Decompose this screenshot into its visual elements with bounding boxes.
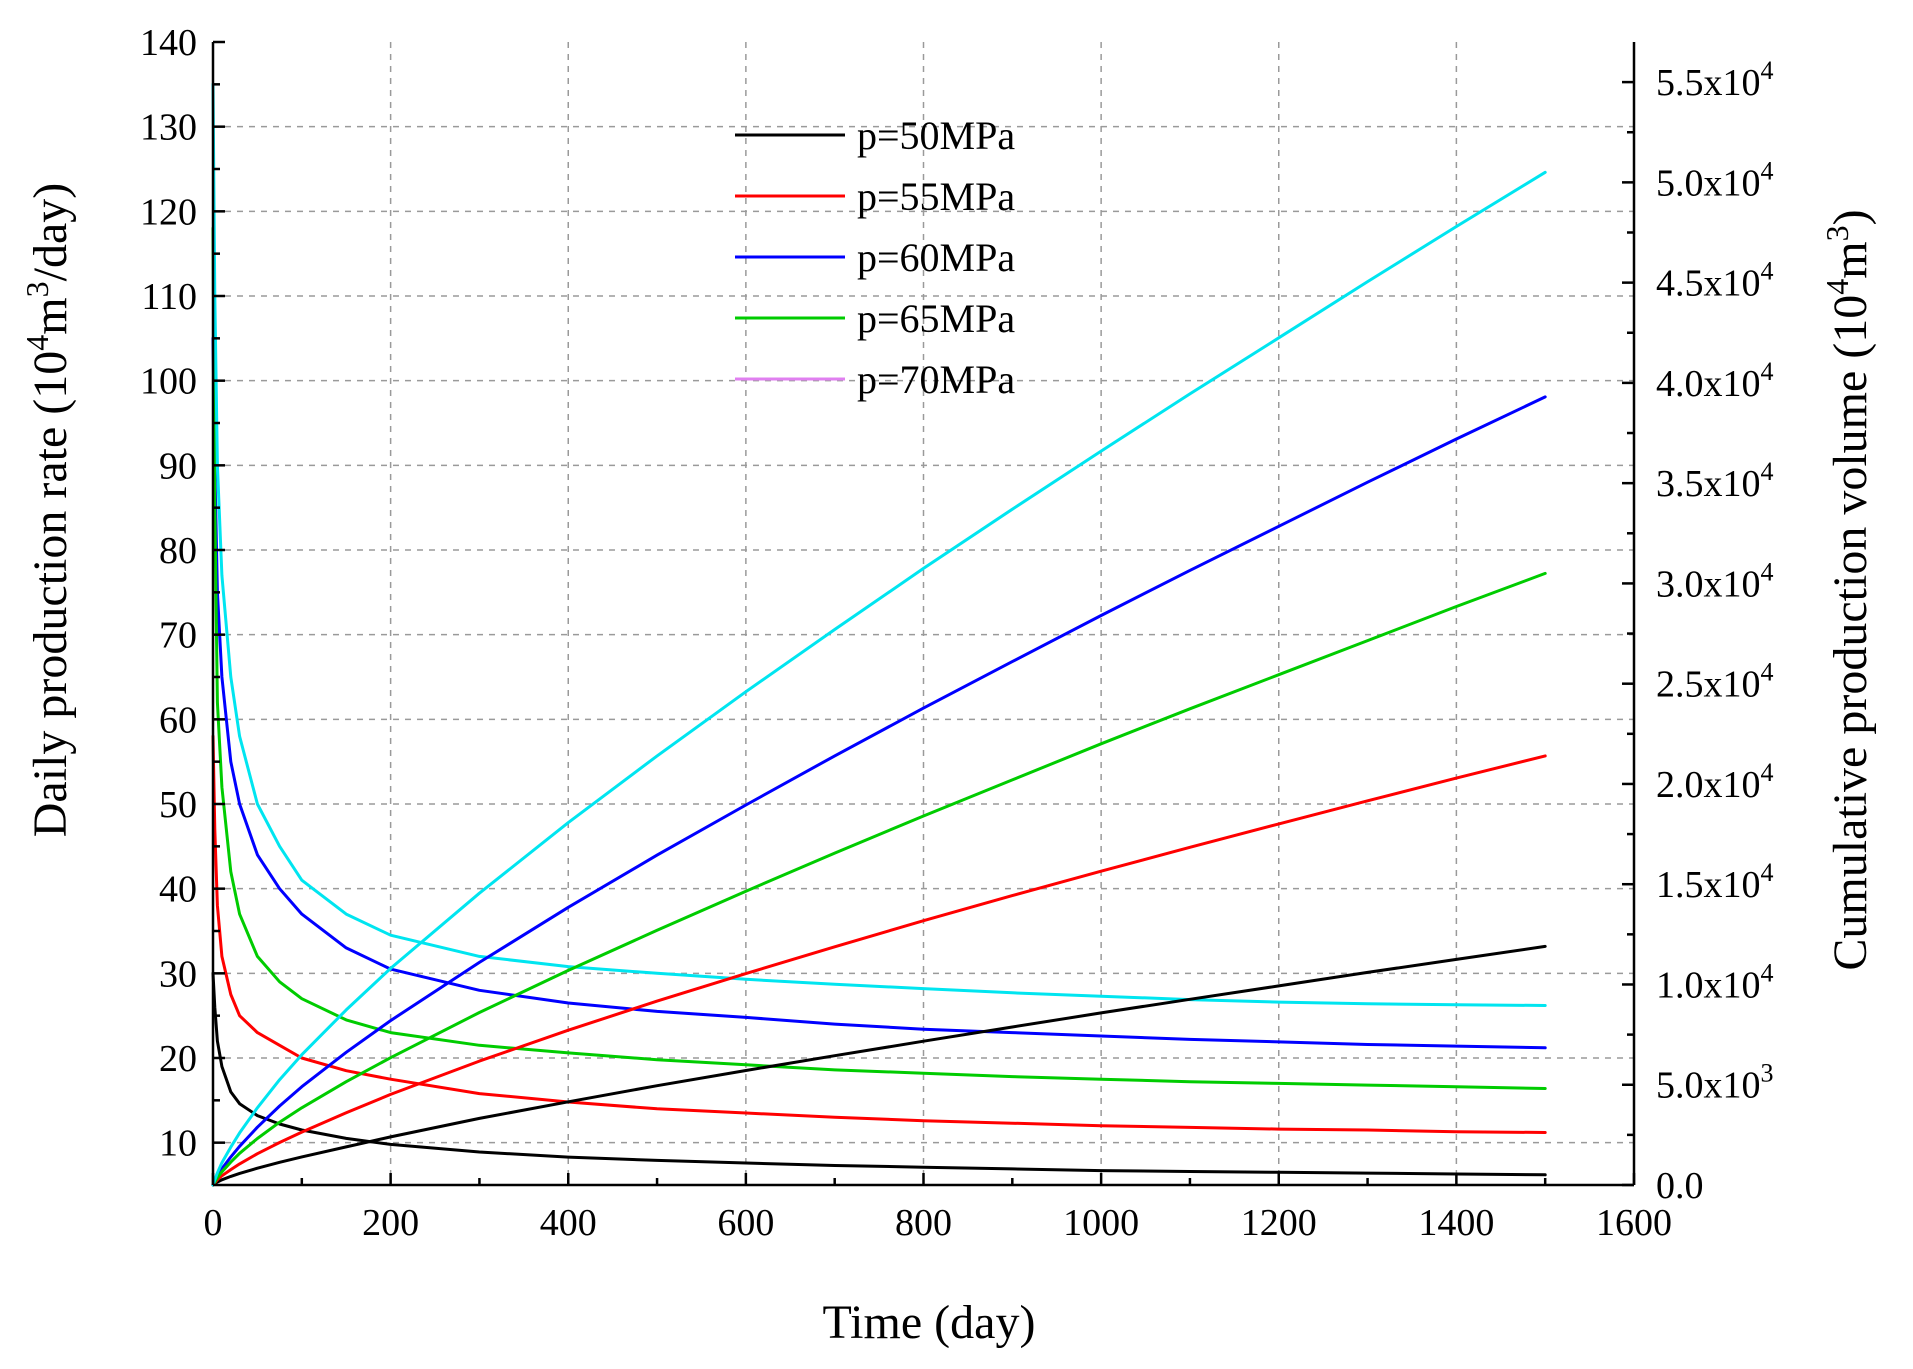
y-right-tick-mantissa: 1.0x10 <box>1656 964 1761 1006</box>
series-line <box>211 170 1547 1187</box>
y-right-tick-mantissa: 4.5x10 <box>1656 263 1761 305</box>
series-line <box>211 754 1547 1187</box>
y-left-tick-label: 90 <box>159 445 197 487</box>
y-right-title-sup: 3 <box>1819 225 1855 241</box>
y-right-tick-label: 2.5x104 <box>1656 658 1774 706</box>
y-left-tick-label: 70 <box>159 615 197 657</box>
legend-label: p=70MPa <box>857 357 1015 402</box>
y-right-tick-mantissa: 4.0x10 <box>1656 363 1761 405</box>
y-right-tick-label: 5.5x104 <box>1656 56 1774 104</box>
legend-label: p=60MPa <box>857 235 1015 280</box>
y-right-tick-label: 4.5x104 <box>1656 257 1774 305</box>
y-left-tick-label: 50 <box>159 784 197 826</box>
y-right-tick-exponent: 4 <box>1761 357 1774 386</box>
y-right-tick-label: 3.0x104 <box>1656 557 1774 605</box>
y-left-tick-label: 120 <box>140 191 197 233</box>
y-right-tick-exponent: 4 <box>1761 56 1774 85</box>
legend-label: p=55MPa <box>857 174 1015 219</box>
y-right-tick-mantissa: 2.0x10 <box>1656 764 1761 806</box>
series-line <box>211 571 1547 1187</box>
y-right-tick-mantissa: 2.5x10 <box>1656 664 1761 706</box>
y-left-tick-label: 10 <box>159 1123 197 1165</box>
y-left-title-part: Daily production rate (10 <box>24 351 77 838</box>
series-lines <box>211 82 1547 1187</box>
y-right-tick-label: 1.5x104 <box>1656 858 1774 906</box>
grid-lines <box>213 42 1634 1185</box>
y-left-tick-label: 30 <box>159 953 197 995</box>
legend: p=50MPa p=55MPa p=60MPa p=65MPa p=70MPa <box>735 113 1015 402</box>
y-right-tick-exponent: 4 <box>1761 858 1774 887</box>
series-line <box>211 395 1547 1187</box>
series-line <box>211 82 1547 1007</box>
y-right-tick-exponent: 3 <box>1761 1059 1774 1088</box>
y-right-title-part: m <box>1824 241 1877 278</box>
series-line <box>211 226 1547 1090</box>
y-right-tick-label: 1.0x104 <box>1656 958 1774 1006</box>
y-left-tick-label: 60 <box>159 699 197 741</box>
y-right-tick-label: 5.0x103 <box>1656 1059 1774 1107</box>
y-right-tick-label: 0.0 <box>1656 1165 1704 1207</box>
y-right-tick-mantissa: 5.0x10 <box>1656 1065 1761 1107</box>
y-right-tick-mantissa: 0.0 <box>1656 1165 1704 1207</box>
y-left-tick-label: 130 <box>140 107 197 149</box>
y-right-tick-mantissa: 3.0x10 <box>1656 563 1761 605</box>
y-right-tick-label: 5.0x104 <box>1656 156 1774 204</box>
y-right-tick-label: 4.0x104 <box>1656 357 1774 405</box>
y-left-tick-label: 80 <box>159 530 197 572</box>
series-line <box>211 734 1547 1134</box>
y-right-tick-label: 2.0x104 <box>1656 758 1774 806</box>
y-right-axis-title: Cumulative production volume (104m3) <box>1819 209 1877 970</box>
x-tick-label: 1000 <box>1063 1202 1139 1244</box>
y-left-tick-label: 100 <box>140 361 197 403</box>
y-right-title-part: ) <box>1824 209 1877 225</box>
legend-label: p=65MPa <box>857 296 1015 341</box>
y-right-title-sup: 4 <box>1819 279 1855 295</box>
y-right-tick-exponent: 4 <box>1761 257 1774 286</box>
y-right-tick-mantissa: 3.5x10 <box>1656 463 1761 505</box>
y-left-title-part: /day) <box>24 183 77 282</box>
x-tick-label: 0 <box>204 1202 223 1244</box>
y-left-title-sup: 3 <box>19 281 55 297</box>
series-line <box>211 944 1547 1187</box>
y-left-title-part: m <box>24 297 77 334</box>
y-left-tick-label: 110 <box>141 276 197 318</box>
y-right-title-part: Cumulative production volume (10 <box>1824 295 1877 971</box>
x-tick-label: 1400 <box>1418 1202 1494 1244</box>
x-tick-label: 400 <box>540 1202 597 1244</box>
x-tick-label: 200 <box>362 1202 419 1244</box>
y-right-tick-mantissa: 1.5x10 <box>1656 864 1761 906</box>
y-right-tick-exponent: 4 <box>1761 557 1774 586</box>
x-axis-title: Time (day) <box>823 1296 1036 1349</box>
x-tick-label: 800 <box>895 1202 952 1244</box>
y-left-axis-title: Daily production rate (104m3/day) <box>19 183 77 837</box>
y-left-title-sup: 4 <box>19 335 55 351</box>
series-line <box>211 336 1547 1050</box>
legend-label: p=50MPa <box>857 113 1015 158</box>
y-right-tick-label: 3.5x104 <box>1656 457 1774 505</box>
x-tick-label: 1200 <box>1241 1202 1317 1244</box>
x-tick-label: 1600 <box>1596 1202 1672 1244</box>
y-right-tick-mantissa: 5.0x10 <box>1656 162 1761 204</box>
series-line <box>211 971 1547 1177</box>
y-left-tick-label: 140 <box>140 22 197 64</box>
y-right-tick-exponent: 4 <box>1761 958 1774 987</box>
y-right-tick-exponent: 4 <box>1761 758 1774 787</box>
y-right-tick-exponent: 4 <box>1761 457 1774 486</box>
y-right-tick-mantissa: 5.5x10 <box>1656 62 1761 104</box>
y-right-tick-exponent: 4 <box>1761 156 1774 185</box>
y-left-tick-label: 40 <box>159 869 197 911</box>
y-left-tick-label: 20 <box>159 1038 197 1080</box>
y-right-tick-exponent: 4 <box>1761 658 1774 687</box>
x-tick-label: 600 <box>717 1202 774 1244</box>
axis-ticks: 0 200 400 600 800 1000 1200 1400 1600 10 20 30 40 50 6… <box>140 22 1774 1244</box>
